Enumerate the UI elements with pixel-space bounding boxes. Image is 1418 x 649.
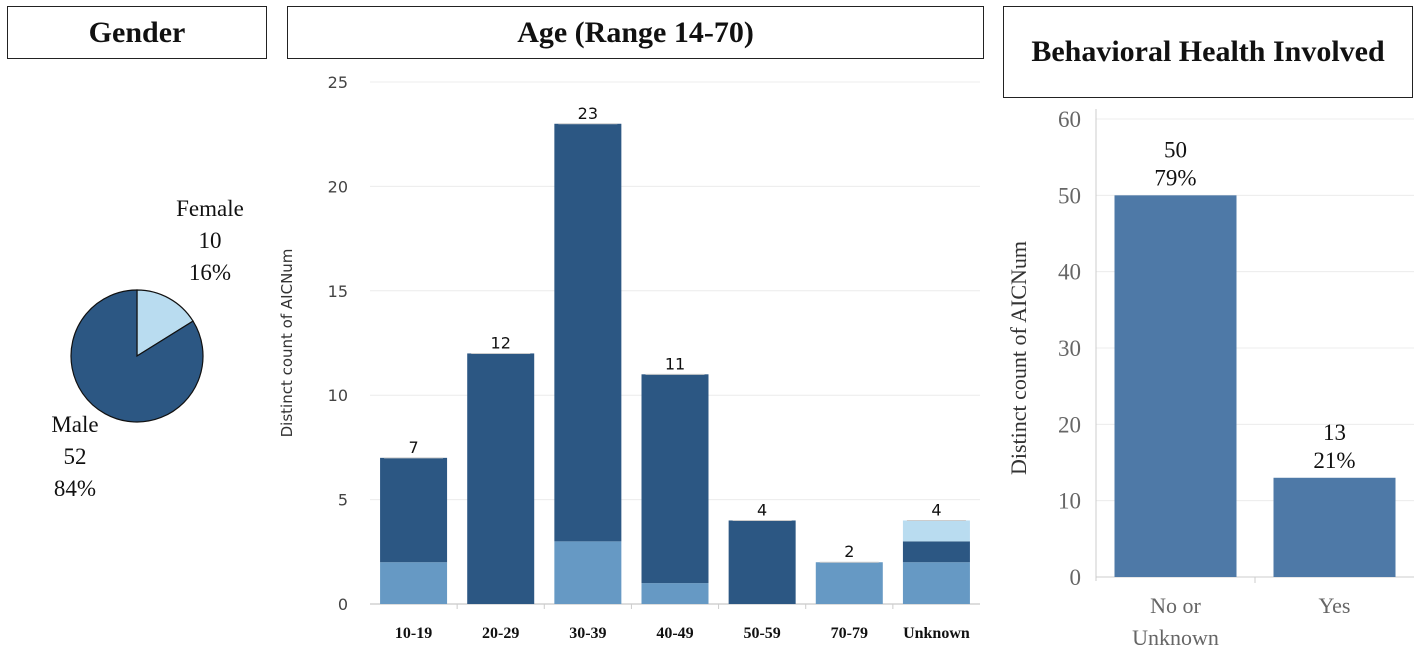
y-tick-label: 30	[1058, 336, 1081, 361]
x-tick-label: 20-29	[482, 625, 519, 642]
pie-label-male: 52	[64, 444, 87, 469]
bar-segment	[902, 520, 970, 542]
bar-value-label: 4	[757, 500, 767, 519]
pie-slice-female	[136, 289, 194, 358]
behavioral-title: Behavioral Health Involved	[1003, 6, 1413, 98]
y-axis-title: Distinct count of AICNum	[1006, 241, 1031, 475]
y-tick-label: 25	[328, 73, 348, 92]
y-tick-label: 10	[328, 386, 348, 405]
bar-percent-label: 21%	[1313, 448, 1355, 473]
y-axis-title: Distinct count of AICNum	[280, 249, 296, 438]
bar-segment	[380, 457, 448, 563]
bar-value-label: 11	[665, 354, 685, 373]
bar-value-label: 13	[1323, 420, 1346, 445]
x-tick-label: 70-79	[831, 625, 868, 642]
bar	[1273, 477, 1396, 577]
y-tick-label: 10	[1058, 489, 1081, 514]
x-tick-label: 40-49	[656, 625, 693, 642]
pie-label-female: 16%	[189, 260, 231, 285]
age-title: Age (Range 14-70)	[287, 6, 984, 59]
bar-segment	[641, 374, 709, 584]
bar-segment	[728, 520, 796, 604]
bar-value-label: 23	[578, 104, 598, 123]
age-bar-chart: 0 5 10 15 20 25 Distinct count of AICNum 7 10-19…	[280, 73, 980, 642]
y-tick-label: 0	[1070, 565, 1082, 590]
x-tick-label: Unknown	[1132, 625, 1219, 648]
bar-value-label: 12	[491, 333, 511, 352]
pie-label-female: 10	[199, 228, 222, 253]
bar-segment	[380, 562, 448, 604]
bar-segment	[467, 353, 535, 604]
gender-pie-chart: Female 10 16% Male 52 84%	[51, 196, 244, 501]
x-tick-label: 10-19	[395, 625, 432, 642]
y-tick-label: 20	[328, 177, 348, 196]
pie-label-female: Female	[176, 196, 244, 221]
bar	[1114, 195, 1237, 577]
y-tick-label: 20	[1058, 412, 1081, 437]
pie-label-male: 84%	[54, 476, 96, 501]
pie-slice-male	[70, 289, 204, 423]
x-tick-label: Yes	[1318, 593, 1350, 618]
x-tick-label: 30-39	[569, 625, 606, 642]
bar-value-label: 4	[931, 500, 941, 519]
y-tick-label: 40	[1058, 260, 1081, 285]
gender-title: Gender	[7, 6, 267, 59]
y-tick-label: 5	[338, 491, 348, 510]
bar-segment	[554, 541, 622, 604]
y-tick-label: 60	[1058, 107, 1081, 132]
bar-value-label: 50	[1164, 137, 1187, 162]
x-tick-label: Unknown	[903, 625, 970, 642]
bar-segment	[902, 562, 970, 604]
y-tick-label: 50	[1058, 183, 1081, 208]
bar-value-label: 7	[408, 438, 418, 457]
bar-segment	[815, 562, 883, 604]
y-tick-label: 15	[328, 282, 348, 301]
bar-percent-label: 79%	[1154, 165, 1196, 190]
x-tick-label: 50-59	[743, 625, 780, 642]
behavioral-bar-chart: 0 10 20 30 40 50 60 Distinct count of AICNum 50 7…	[1006, 107, 1414, 648]
x-tick-label: No or	[1150, 593, 1201, 618]
pie-label-male: Male	[51, 412, 98, 437]
bar-value-label: 2	[844, 542, 854, 561]
bar-segment	[554, 123, 622, 542]
y-tick-label: 0	[338, 595, 348, 614]
bar-segment	[641, 583, 709, 604]
bar-segment	[902, 541, 970, 563]
